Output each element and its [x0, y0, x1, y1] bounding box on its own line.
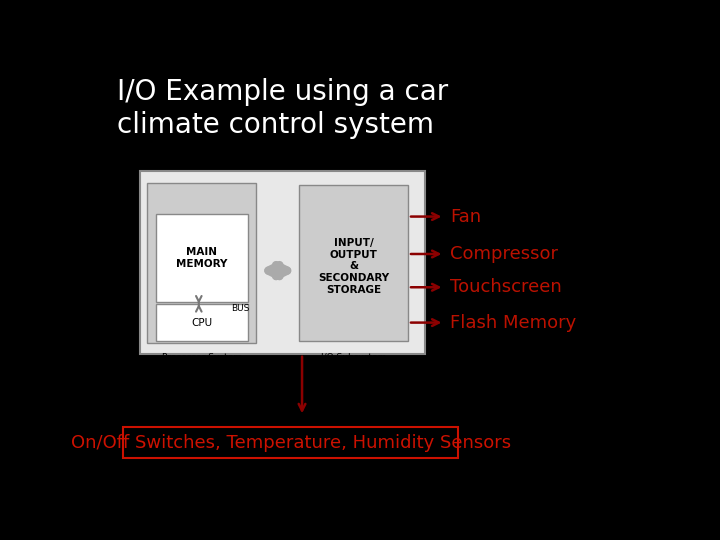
Text: MAIN
MEMORY: MAIN MEMORY	[176, 247, 228, 269]
FancyBboxPatch shape	[300, 185, 408, 341]
Text: Fan: Fan	[450, 207, 481, 226]
FancyBboxPatch shape	[148, 183, 256, 343]
Text: Touchscreen: Touchscreen	[450, 278, 562, 296]
Text: Flash Memory: Flash Memory	[450, 314, 576, 332]
Text: INPUT/
OUTPUT
&
SECONDARY
STORAGE: INPUT/ OUTPUT & SECONDARY STORAGE	[318, 238, 389, 295]
Text: I/O Example using a car
climate control system: I/O Example using a car climate control …	[117, 78, 448, 139]
FancyBboxPatch shape	[140, 171, 425, 354]
Text: On/Off Switches, Temperature, Humidity Sensors: On/Off Switches, Temperature, Humidity S…	[71, 434, 511, 452]
FancyBboxPatch shape	[156, 304, 248, 341]
Text: I/O Subsystem: I/O Subsystem	[320, 353, 386, 362]
FancyBboxPatch shape	[156, 214, 248, 302]
Text: BUS: BUS	[231, 303, 250, 313]
Text: CPU: CPU	[191, 319, 212, 328]
Text: Processor System: Processor System	[161, 353, 242, 362]
Text: Compressor: Compressor	[450, 245, 558, 263]
